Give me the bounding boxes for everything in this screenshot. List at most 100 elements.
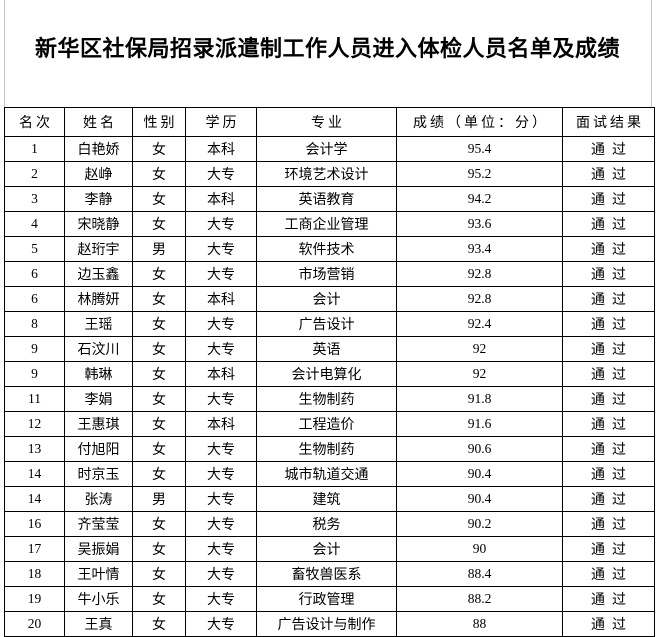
cell-major: 会计学 [256, 136, 397, 162]
cell-education: 大专 [185, 611, 257, 637]
cell-education: 本科 [185, 286, 257, 312]
results-table-head: 名次 姓名 性别 学历 专业 成绩（单位：分） 面试结果 [4, 107, 655, 137]
cell-result: 通过 [562, 236, 655, 262]
cell-result: 通过 [562, 336, 655, 362]
cell-education: 大专 [185, 561, 257, 587]
cell-name: 赵珩宇 [64, 236, 133, 262]
cell-rank: 12 [4, 411, 65, 437]
cell-result: 通过 [562, 436, 655, 462]
cell-name: 林腾妍 [64, 286, 133, 312]
cell-gender: 女 [132, 186, 186, 212]
cell-gender: 女 [132, 611, 186, 637]
cell-rank: 8 [4, 311, 65, 337]
page-title: 新华区社保局招录派遣制工作人员进入体检人员名单及成绩 [34, 35, 620, 61]
cell-gender: 女 [132, 261, 186, 287]
cell-major: 英语教育 [256, 186, 397, 212]
cell-major: 生物制药 [256, 386, 397, 412]
cell-gender: 男 [132, 236, 186, 262]
table-row: 14 张涛男大专 建筑 90.4 通过 [4, 486, 655, 512]
cell-name: 时京玉 [64, 461, 133, 487]
cell-major: 工商企业管理 [256, 211, 397, 237]
cell-score: 91.8 [396, 386, 563, 412]
results-table: 名次 姓名 性别 学历 专业 成绩（单位：分） 面试结果 1 白艳娇女本科 会计学 95.4 通过 2… [4, 107, 655, 637]
cell-major: 工程造价 [256, 411, 397, 437]
cell-score: 92.4 [396, 311, 563, 337]
cell-score: 91.6 [396, 411, 563, 437]
cell-name: 边玉鑫 [64, 261, 133, 287]
cell-major: 广告设计与制作 [256, 611, 397, 637]
cell-name: 王瑶 [64, 311, 133, 337]
cell-result: 通过 [562, 486, 655, 512]
cell-name: 王真 [64, 611, 133, 637]
cell-education: 本科 [185, 136, 257, 162]
cell-education: 大专 [185, 586, 257, 612]
cell-rank: 13 [4, 436, 65, 462]
cell-education: 大专 [185, 311, 257, 337]
cell-major: 市场营销 [256, 261, 397, 287]
header-row: 名次 姓名 性别 学历 专业 成绩（单位：分） 面试结果 [4, 107, 655, 137]
cell-result: 通过 [562, 136, 655, 162]
cell-gender: 女 [132, 286, 186, 312]
cell-gender: 女 [132, 336, 186, 362]
cell-result: 通过 [562, 261, 655, 287]
table-row: 13 付旭阳女大专 生物制药 90.6 通过 [4, 436, 655, 462]
cell-gender: 女 [132, 586, 186, 612]
cell-major: 生物制药 [256, 436, 397, 462]
cell-rank: 17 [4, 536, 65, 562]
cell-name: 王惠琪 [64, 411, 133, 437]
cell-education: 大专 [185, 461, 257, 487]
cell-rank: 3 [4, 186, 65, 212]
cell-gender: 女 [132, 561, 186, 587]
cell-score: 88.2 [396, 586, 563, 612]
cell-score: 92.8 [396, 286, 563, 312]
cell-education: 大专 [185, 511, 257, 537]
table-row: 2 赵峥女大专 环境艺术设计 95.2 通过 [4, 161, 655, 187]
cell-education: 大专 [185, 436, 257, 462]
cell-education: 大专 [185, 536, 257, 562]
table-row: 19 牛小乐女大专 行政管理 88.2 通过 [4, 586, 655, 612]
cell-result: 通过 [562, 186, 655, 212]
cell-score: 95.4 [396, 136, 563, 162]
cell-gender: 女 [132, 311, 186, 337]
results-table-body: 1 白艳娇女本科 会计学 95.4 通过 2 赵峥女大专 环境艺术设计 95.2 通过 3 李静女本科… [4, 136, 655, 637]
table-row: 12 王惠琪女本科 工程造价 91.6 通过 [4, 411, 655, 437]
cell-major: 城市轨道交通 [256, 461, 397, 487]
cell-score: 93.4 [396, 236, 563, 262]
cell-education: 大专 [185, 336, 257, 362]
cell-score: 92 [396, 336, 563, 362]
cell-result: 通过 [562, 311, 655, 337]
cell-result: 通过 [562, 561, 655, 587]
cell-education: 本科 [185, 361, 257, 387]
header-cell-score: 成绩（单位：分） [396, 107, 563, 137]
cell-gender: 女 [132, 386, 186, 412]
cell-rank: 6 [4, 261, 65, 287]
cell-education: 本科 [185, 411, 257, 437]
cell-rank: 11 [4, 386, 65, 412]
cell-rank: 20 [4, 611, 65, 637]
cell-education: 本科 [185, 186, 257, 212]
cell-education: 大专 [185, 211, 257, 237]
table-row: 9 韩琳女本科 会计电算化 92 通过 [4, 361, 655, 387]
cell-rank: 9 [4, 336, 65, 362]
cell-major: 畜牧兽医系 [256, 561, 397, 587]
cell-major: 会计 [256, 286, 397, 312]
cell-name: 李静 [64, 186, 133, 212]
cell-name: 韩琳 [64, 361, 133, 387]
cell-education: 大专 [185, 161, 257, 187]
header-cell-major: 专业 [256, 107, 397, 137]
table-row: 20 王真女大专 广告设计与制作 88 通过 [4, 611, 655, 637]
cell-rank: 16 [4, 511, 65, 537]
table-row: 14 时京玉女大专 城市轨道交通 90.4 通过 [4, 461, 655, 487]
cell-gender: 女 [132, 361, 186, 387]
cell-major: 广告设计 [256, 311, 397, 337]
cell-score: 92.8 [396, 261, 563, 287]
cell-result: 通过 [562, 461, 655, 487]
cell-rank: 14 [4, 486, 65, 512]
cell-major: 环境艺术设计 [256, 161, 397, 187]
cell-education: 大专 [185, 236, 257, 262]
cell-education: 大专 [185, 386, 257, 412]
table-row: 8 王瑶女大专 广告设计 92.4 通过 [4, 311, 655, 337]
title-block: 新华区社保局招录派遣制工作人员进入体检人员名单及成绩 [5, 0, 650, 107]
header-cell-name: 姓名 [64, 107, 133, 137]
